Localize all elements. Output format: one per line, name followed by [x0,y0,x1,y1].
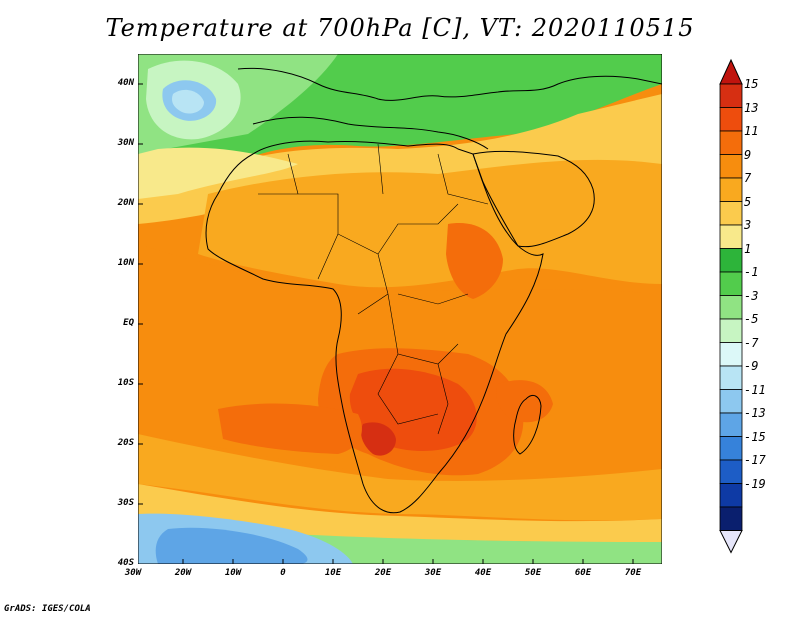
madagascar-coastline [513,395,542,455]
colorbar-swatch [719,365,743,390]
colorbar-swatch [719,271,743,296]
lat-label: 30N [117,138,134,148]
country-borders [258,143,489,435]
colorbar-swatch [719,154,743,179]
grads-credit: GrADS: IGES/COLA [4,604,91,614]
colorbar-label: 15 [744,77,759,91]
colorbar-label: 11 [744,124,759,138]
colorbar-label: -1 [744,265,759,279]
lon-label: 30W [124,568,142,578]
colorbar-label: 7 [744,171,752,185]
lon-label: 20W [174,568,192,578]
lon-label: 20E [374,568,392,578]
colorbar [719,58,743,554]
lon-label: 40E [474,568,492,578]
colorbar-label: -19 [744,476,766,491]
colorbar-swatch [719,177,743,202]
colorbar-swatch [719,436,743,461]
lat-label: 10S [117,378,134,388]
colorbar-label: -13 [744,406,766,420]
south-yellow-band [138,434,662,521]
lon-label: 60E [574,568,592,578]
indian-ocean-warm [496,380,553,423]
colorbar-label: -17 [744,453,766,467]
colorbar-label: -9 [744,359,759,373]
southern-africa-peak [361,422,396,456]
colorbar-swatch [719,318,743,343]
colorbar-swatch [719,342,743,367]
colorbar-swatch [719,412,743,437]
colorbar-swatch [719,295,743,320]
colorbar-swatch [719,506,743,531]
colorbar-swatch [719,130,743,155]
lon-label: 70E [624,568,642,578]
colorbar-swatch [719,389,743,414]
lat-label: 30S [117,498,134,508]
colorbar-swatch [719,107,743,132]
colorbar-label: 9 [744,147,752,162]
temperature-map [138,54,662,564]
mediterranean-coastline [252,116,489,150]
colorbar-swatch [719,248,743,273]
colorbar-swatch [719,83,743,108]
sahara-light-orange [198,159,662,288]
colorbar-swatch [719,201,743,226]
lat-label: 10N [117,258,134,268]
atlantic-cold-center [172,89,204,114]
lat-label: 20S [117,438,134,448]
east-africa-warm-tongue [446,223,503,299]
colorbar-label: 3 [744,218,752,232]
lat-label: 20N [117,198,134,208]
africa-coastline [205,140,544,514]
europe-coastline [237,67,662,101]
colorbar-label: 13 [744,100,759,115]
lat-label: EQ [123,318,134,328]
lon-label: 30E [424,568,442,578]
lon-label: 50E [524,568,542,578]
colorbar-top-arrow [719,58,743,85]
lon-label: 0 [280,568,286,578]
colorbar-label: 5 [744,194,752,209]
lon-label: 10E [324,568,342,578]
colorbar-label: -5 [744,312,759,326]
colorbar-label: -7 [744,335,759,350]
colorbar-swatch [719,483,743,508]
west-south-atlantic-warm-band [218,403,362,454]
lon-label: 10W [224,568,242,578]
colorbar-swatch [719,459,743,484]
map-title: Temperature at 700hPa [C], VT: 202011051… [105,14,695,42]
colorbar-label: -15 [744,429,766,444]
north-pale-yellow [138,147,298,199]
south-cold-core [155,527,308,564]
arabia-coastline [472,150,595,248]
lat-label: 40N [117,78,134,88]
axis-ticks [138,83,634,564]
colorbar-label: 1 [744,241,752,256]
colorbar-label: -11 [744,382,766,397]
colorbar-swatch [719,224,743,249]
colorbar-bottom-arrow [719,530,743,554]
lat-label: 40S [117,558,134,568]
colorbar-label: -3 [744,288,759,303]
